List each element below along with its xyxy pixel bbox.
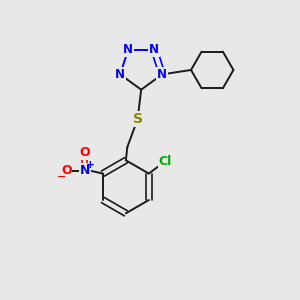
Text: N: N <box>115 68 125 81</box>
Text: O: O <box>61 164 72 177</box>
Text: N: N <box>80 164 90 177</box>
Text: Cl: Cl <box>158 155 172 168</box>
Text: O: O <box>79 146 90 159</box>
Text: N: N <box>149 43 159 56</box>
Text: N: N <box>157 68 167 81</box>
Text: S: S <box>133 112 142 126</box>
Text: +: + <box>85 160 94 170</box>
Text: −: − <box>56 172 66 182</box>
Text: N: N <box>123 43 133 56</box>
